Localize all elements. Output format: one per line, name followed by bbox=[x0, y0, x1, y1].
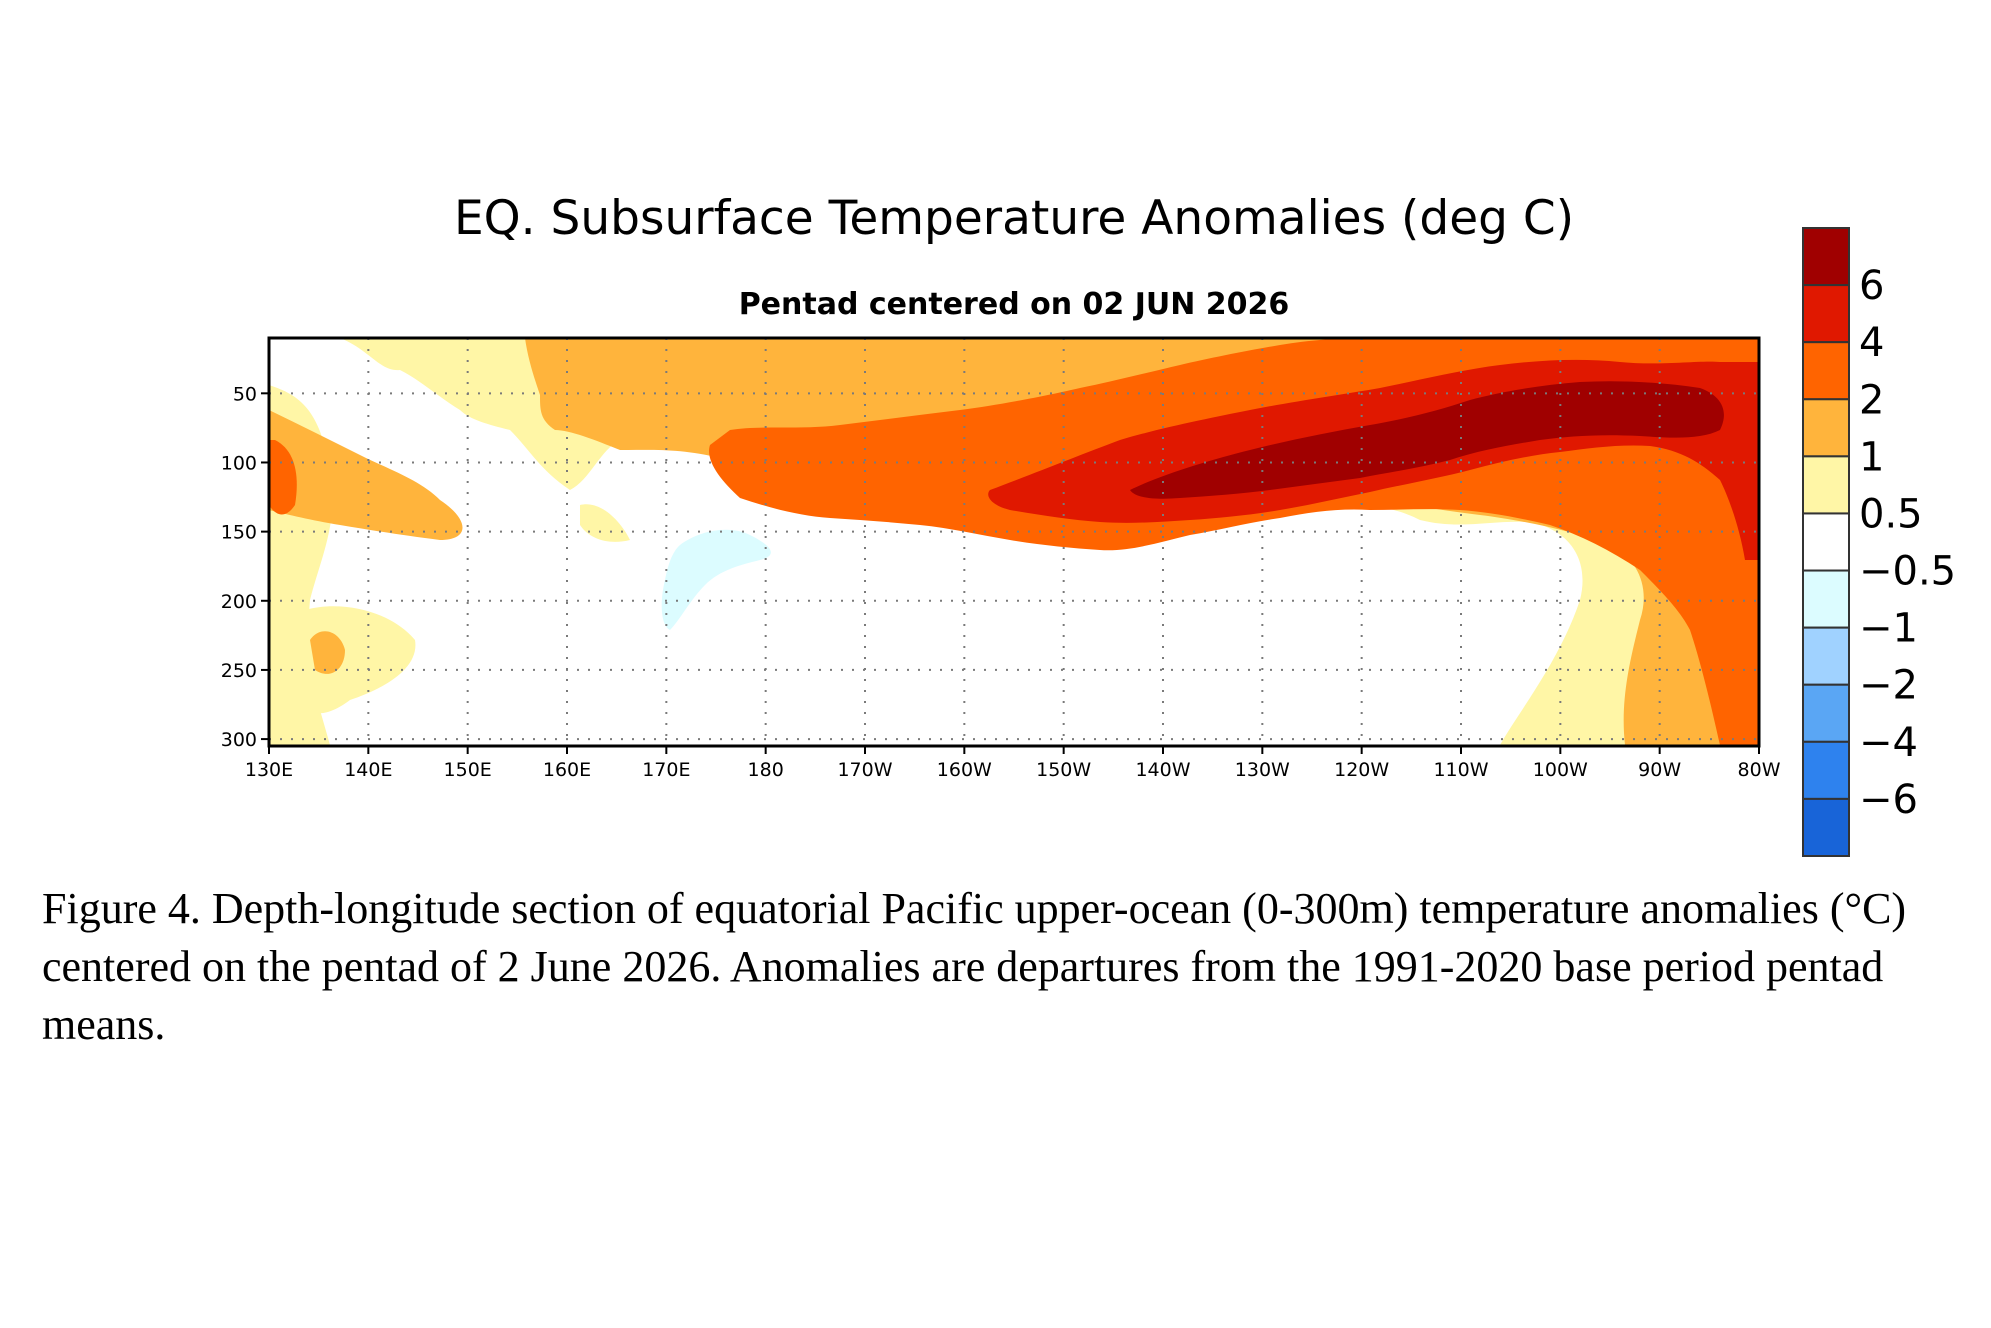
band-0.5-mid-west bbox=[580, 504, 630, 542]
x-tick-label-160W: 160W bbox=[937, 759, 992, 781]
band-6-main bbox=[1130, 381, 1724, 499]
y-tick-label-100: 100 bbox=[221, 452, 257, 474]
x-axis: 130E 140E 150E 160E 170E 180 170W 160W 150W 140W 1… bbox=[245, 746, 1781, 781]
colorbar-swatch-3 bbox=[1802, 398, 1850, 458]
colorbar-label-2: 2 bbox=[1859, 377, 1884, 423]
colorbar-swatch-7 bbox=[1802, 626, 1850, 686]
chart-subtitle: Pentad centered on 02 JUN 2026 bbox=[739, 287, 1290, 322]
x-tick-label-100W: 100W bbox=[1533, 759, 1588, 781]
band-neg0.5-170e bbox=[661, 529, 771, 630]
colorbar-label-1: 4 bbox=[1859, 320, 1884, 366]
x-tick-label-160E: 160E bbox=[543, 759, 591, 781]
colorbar-label-8: −4 bbox=[1859, 720, 1918, 766]
band-2-west-cap bbox=[269, 440, 297, 515]
colorbar-swatch-6 bbox=[1802, 569, 1850, 629]
x-tick-label-140W: 140W bbox=[1135, 759, 1190, 781]
figure-caption: Figure 4. Depth-longitude section of equ… bbox=[42, 884, 1907, 1049]
colorbar-swatch-2 bbox=[1802, 341, 1850, 401]
x-tick-label-120W: 120W bbox=[1334, 759, 1389, 781]
colorbar-label-3: 1 bbox=[1859, 434, 1884, 480]
colorbar-label-9: −6 bbox=[1859, 777, 1918, 823]
x-tick-label-150W: 150W bbox=[1036, 759, 1091, 781]
x-tick-label-110W: 110W bbox=[1433, 759, 1488, 781]
y-tick-label-250: 250 bbox=[221, 660, 257, 682]
y-axis: 50 100 150 200 250 300 bbox=[221, 383, 269, 751]
grid-lines bbox=[269, 338, 1759, 746]
x-tick-label-130E: 130E bbox=[245, 759, 293, 781]
colorbar-label-6: −1 bbox=[1859, 606, 1918, 652]
chart-title: EQ. Subsurface Temperature Anomalies (de… bbox=[454, 191, 1574, 246]
colorbar-swatch-10 bbox=[1802, 797, 1850, 858]
colorbar-swatch-8 bbox=[1802, 683, 1850, 743]
plot-frame bbox=[267, 336, 1761, 748]
colorbar-swatch-9 bbox=[1802, 740, 1850, 800]
contour-neg-0.5 bbox=[661, 529, 771, 630]
colorbar-swatch-4 bbox=[1802, 455, 1850, 515]
colorbar-label-4: 0.5 bbox=[1859, 491, 1923, 537]
band-1-west bbox=[269, 410, 463, 540]
colorbar-swatch-0 bbox=[1802, 227, 1850, 287]
x-tick-label-130W: 130W bbox=[1235, 759, 1290, 781]
y-tick-label-50: 50 bbox=[233, 383, 257, 405]
x-tick-label-180: 180 bbox=[748, 759, 784, 781]
colorbar-label-7: −2 bbox=[1859, 663, 1918, 709]
colorbar-label-5: −0.5 bbox=[1859, 549, 1956, 595]
x-tick-label-90W: 90W bbox=[1638, 759, 1681, 781]
colorbar: 6 4 2 1 0.5 −0.5 −1 −2 −4 −6 bbox=[1802, 227, 1956, 858]
band-1-deep-west bbox=[310, 631, 345, 674]
y-tick-label-200: 200 bbox=[221, 591, 257, 613]
band-0.5-deep-patch bbox=[305, 606, 416, 714]
heatmap-field bbox=[269, 338, 1759, 746]
colorbar-swatch-5 bbox=[1802, 512, 1850, 572]
x-tick-label-140E: 140E bbox=[344, 759, 392, 781]
x-tick-label-80W: 80W bbox=[1738, 759, 1781, 781]
y-tick-label-300: 300 bbox=[221, 729, 257, 751]
x-tick-label-150E: 150E bbox=[444, 759, 492, 781]
contour-6 bbox=[1130, 381, 1724, 499]
colorbar-label-0: 6 bbox=[1859, 263, 1884, 309]
x-tick-label-170E: 170E bbox=[642, 759, 690, 781]
colorbar-swatch-1 bbox=[1802, 284, 1850, 344]
y-tick-label-150: 150 bbox=[221, 522, 257, 544]
x-tick-label-170W: 170W bbox=[837, 759, 892, 781]
